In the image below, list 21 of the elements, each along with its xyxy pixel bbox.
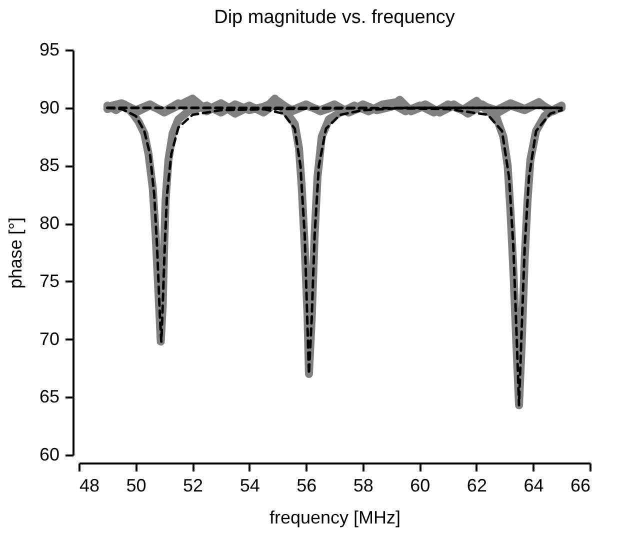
- x-tick-label: 48: [80, 476, 100, 496]
- y-tick-label: 85: [39, 155, 60, 176]
- x-tick-label: 60: [410, 476, 430, 496]
- x-tick-label: 62: [466, 476, 487, 496]
- x-tick-label: 66: [570, 476, 590, 496]
- x-tick-label: 50: [126, 476, 146, 496]
- x-tick-label: 52: [183, 476, 204, 496]
- x-tick-label: 64: [524, 476, 544, 496]
- x-tick-label: 58: [353, 476, 374, 496]
- x-tick-label: 54: [240, 476, 260, 496]
- y-tick-label: 65: [39, 386, 60, 407]
- x-axis-title: frequency [MHz]: [269, 508, 401, 528]
- x-tick-label: 56: [296, 476, 317, 496]
- y-tick-label: 90: [39, 97, 60, 118]
- y-tick-label: 95: [39, 40, 60, 60]
- y-tick-label: 75: [39, 270, 60, 291]
- y-axis-title: phase [°]: [5, 217, 26, 289]
- y-tick-label: 70: [39, 328, 60, 349]
- y-tick-label: 80: [39, 213, 60, 234]
- y-tick-label: 60: [39, 444, 60, 464]
- chart-title: Dip magnitude vs. frequency: [214, 7, 456, 28]
